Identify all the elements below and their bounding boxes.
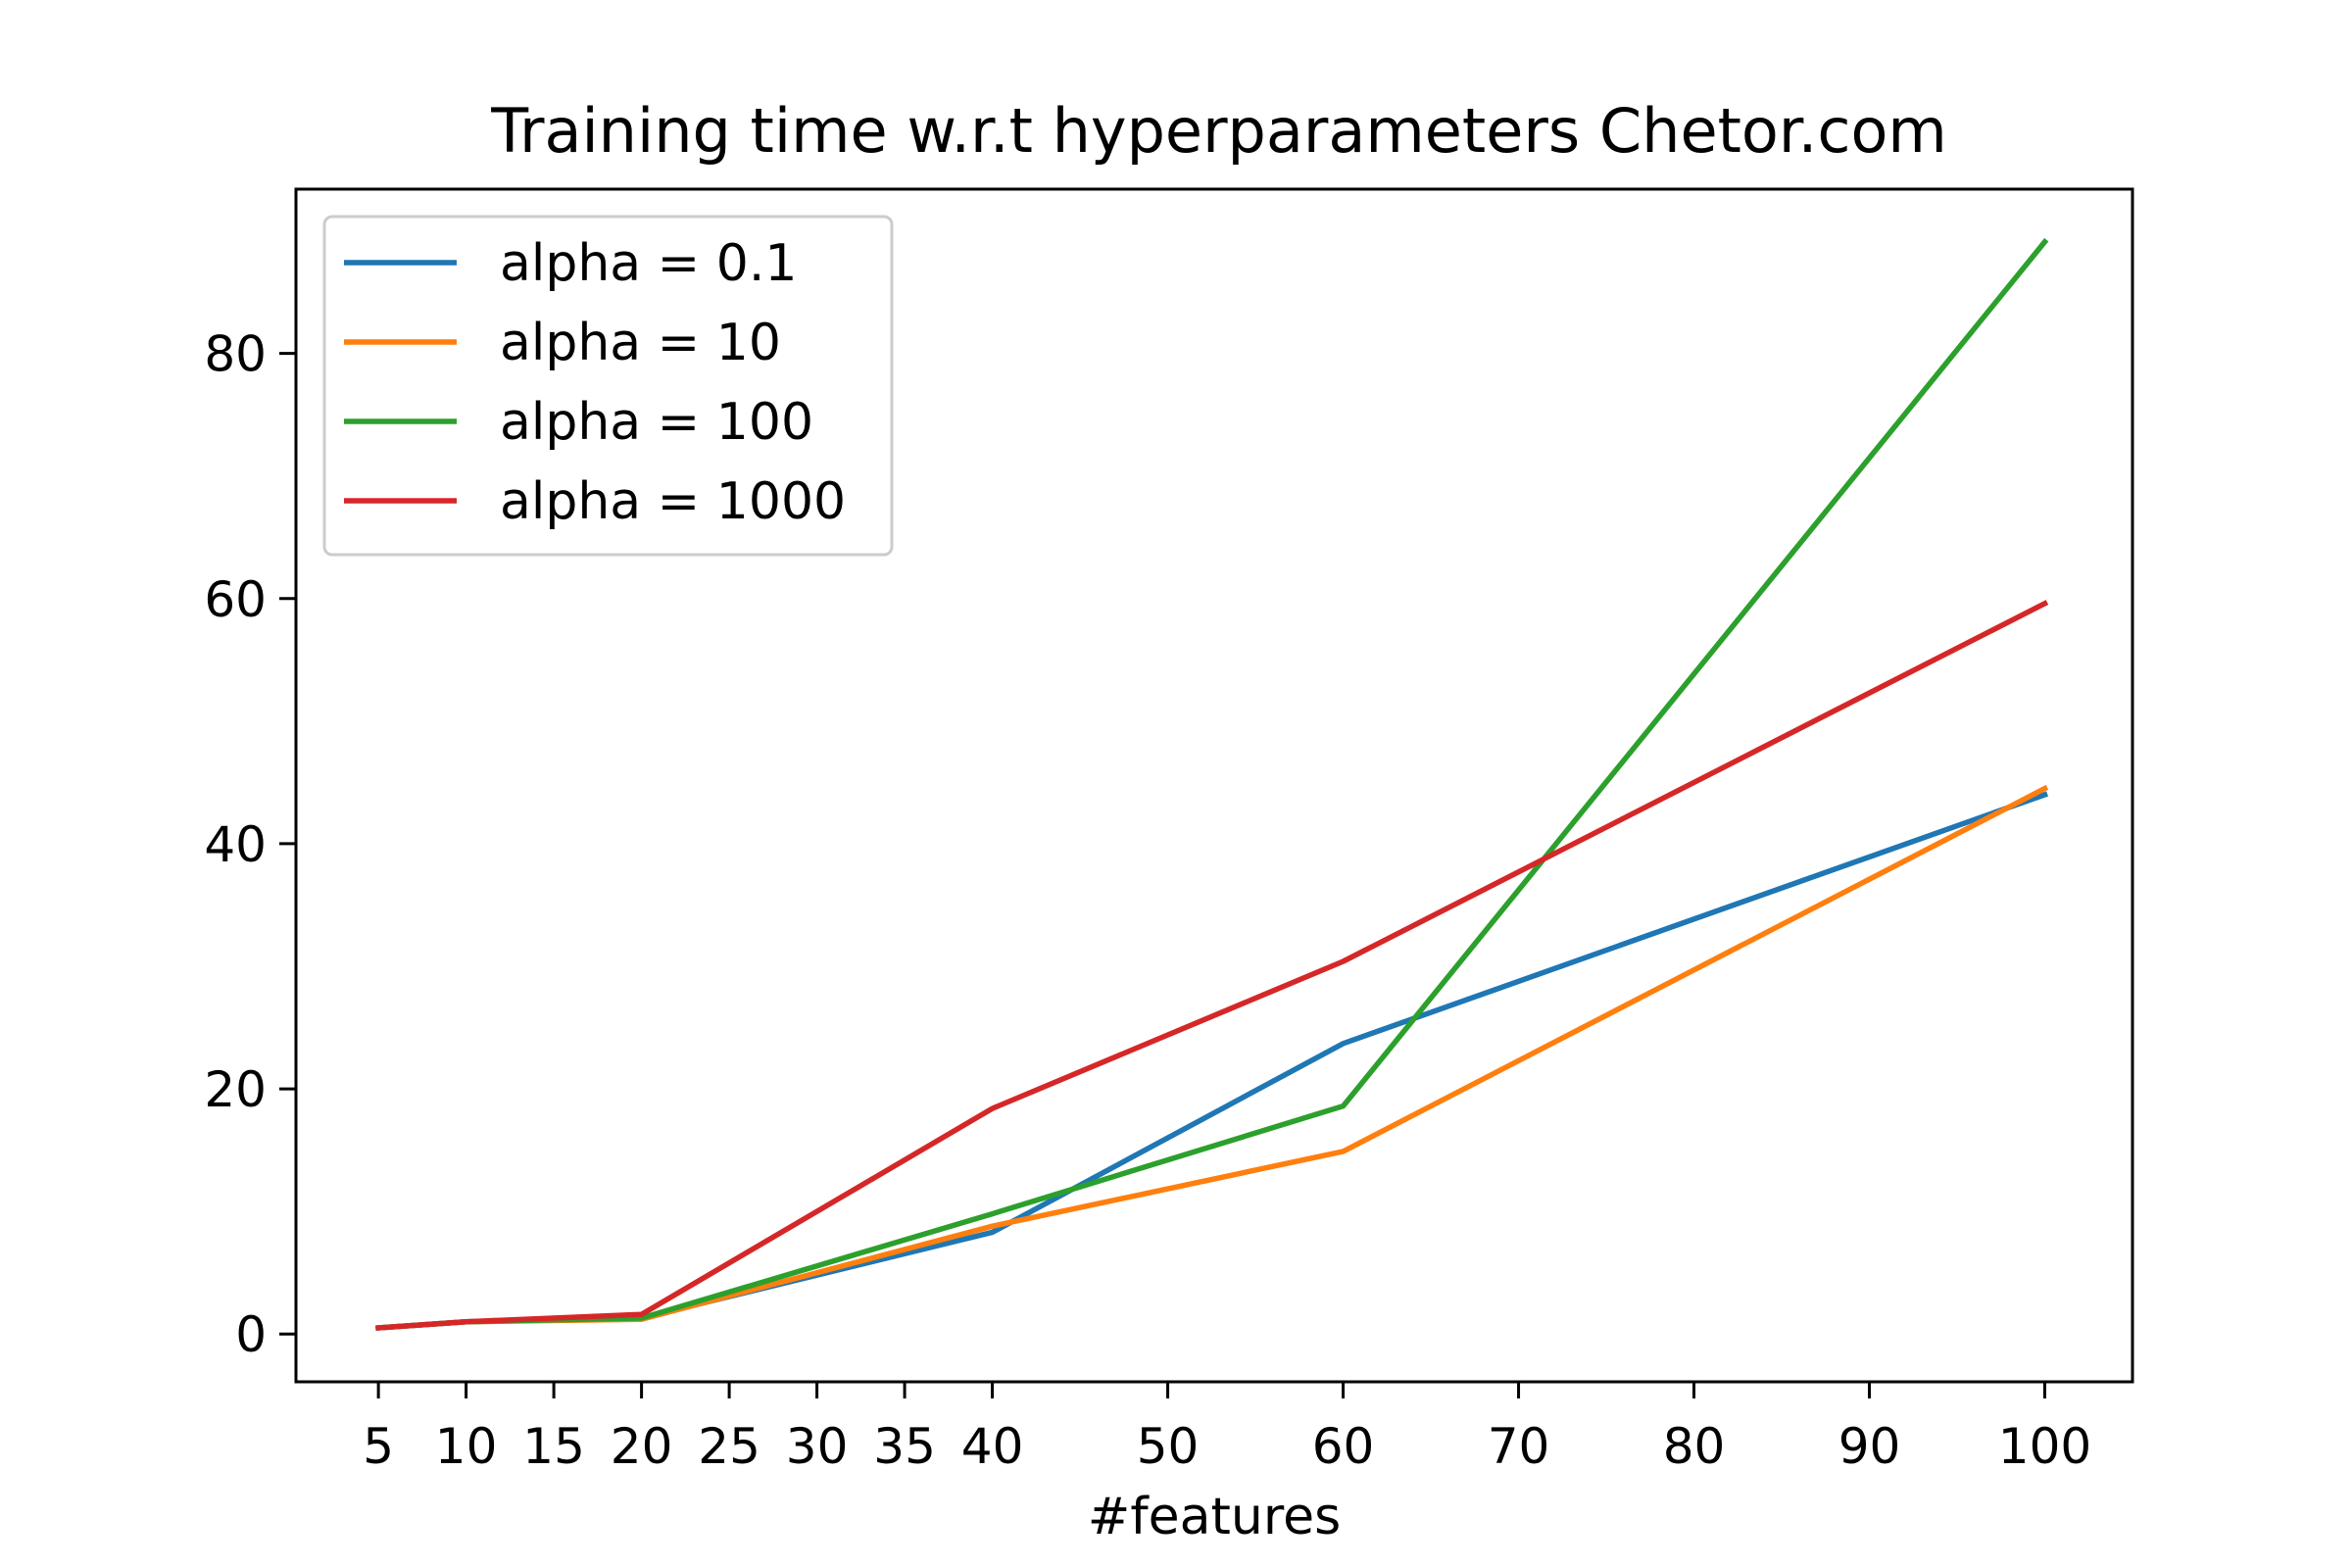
x-axis-label: #features (1088, 1488, 1341, 1546)
series-line-1 (375, 784, 2049, 1331)
legend-label: alpha = 100 (500, 393, 813, 452)
y-tick-label: 80 (204, 326, 267, 383)
x-tick-label: 25 (698, 1418, 760, 1475)
x-tick-label: 35 (873, 1418, 936, 1475)
plot-area (375, 237, 2049, 1331)
y-tick-label: 0 (235, 1306, 267, 1363)
series-line-0 (375, 791, 2049, 1331)
legend-label: alpha = 10 (500, 314, 781, 372)
x-tick-label: 100 (1998, 1418, 2091, 1475)
x-tick-label: 90 (1838, 1418, 1901, 1475)
y-tick-label: 60 (204, 571, 267, 628)
chart-title: Training time w.r.t hyperparameters Chet… (490, 95, 1947, 167)
series-line-3 (375, 600, 2049, 1331)
x-tick-label: 5 (363, 1418, 394, 1475)
legend-box (322, 215, 894, 557)
legend: alpha = 0.1 alpha = 10 alpha = 100 alpha = … (322, 215, 894, 557)
x-tick-label: 30 (786, 1418, 849, 1475)
x-tick-label: 50 (1137, 1418, 1200, 1475)
legend-label: alpha = 0.1 (500, 234, 797, 293)
y-tick-label: 40 (204, 816, 267, 873)
x-tick-label: 15 (522, 1418, 585, 1475)
legend-label: alpha = 1000 (500, 472, 846, 531)
x-tick-label: 40 (961, 1418, 1024, 1475)
x-tick-label: 20 (611, 1418, 673, 1475)
y-axis: 0 20 40 60 80 (204, 326, 296, 1363)
x-tick-label: 80 (1663, 1418, 1726, 1475)
x-tick-label: 10 (435, 1418, 498, 1475)
x-tick-label: 70 (1488, 1418, 1550, 1475)
plot-frame (294, 187, 2134, 1384)
y-tick-label: 20 (204, 1061, 267, 1118)
x-tick-label: 60 (1312, 1418, 1375, 1475)
x-axis: 5 10 15 20 25 30 35 40 50 60 70 80 90 100 (363, 1382, 2091, 1475)
